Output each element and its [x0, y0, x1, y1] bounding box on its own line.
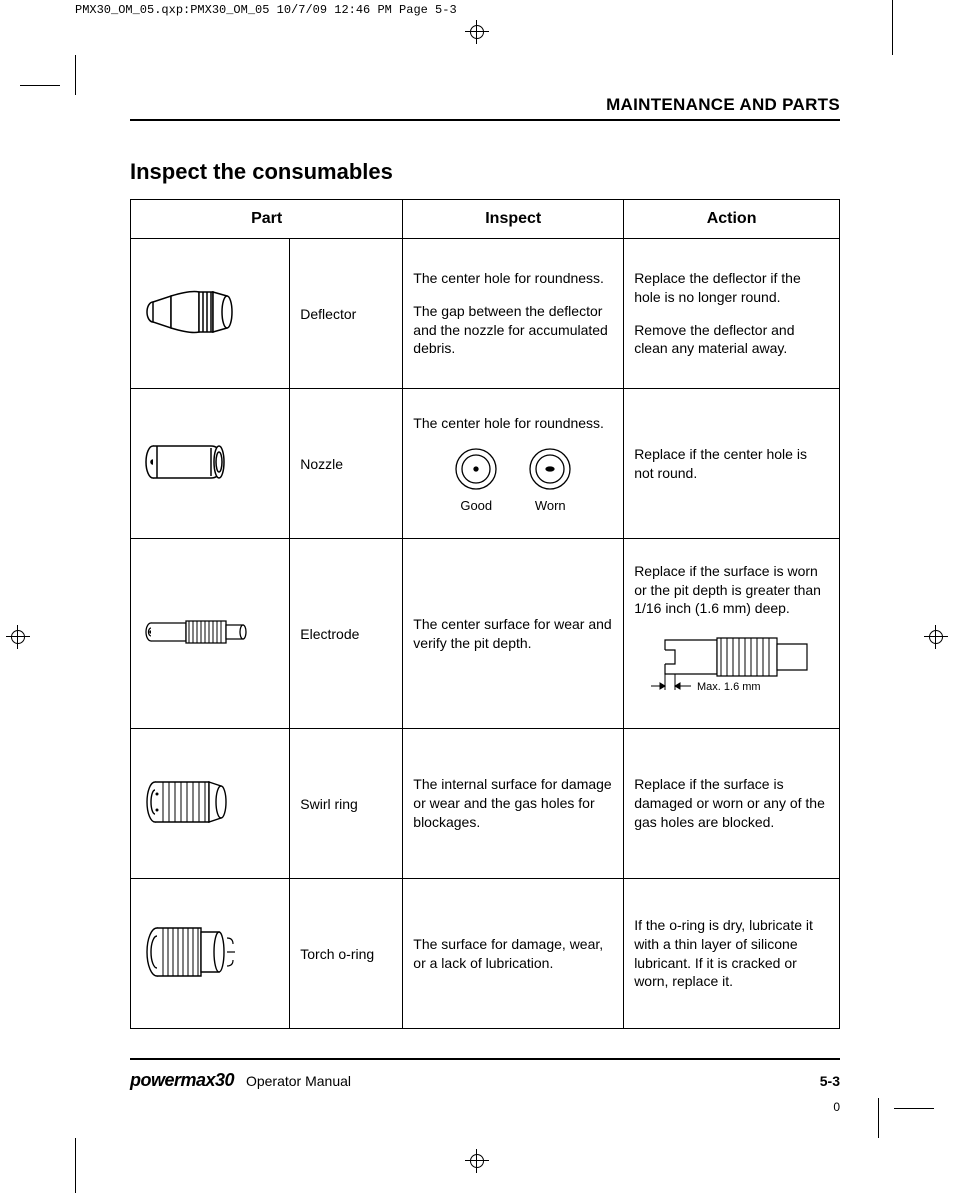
part-image-cell — [131, 389, 290, 539]
table-row: Torch o-ring The surface for damage, wea… — [131, 879, 840, 1029]
inspect-cell: The center surface for wear and verify t… — [403, 539, 624, 729]
inspect-cell: The center hole for roundness. The gap b… — [403, 239, 624, 389]
inspect-cell: The surface for damage, wear, or a lack … — [403, 879, 624, 1029]
consumables-table: Part Inspect Action — [130, 199, 840, 1029]
action-cell: If the o-ring is dry, lubricate it with … — [624, 879, 840, 1029]
table-row: Deflector The center hole for roundness.… — [131, 239, 840, 389]
part-name: Deflector — [290, 239, 403, 389]
col-header-inspect: Inspect — [403, 200, 624, 239]
doc-title: Operator Manual — [246, 1073, 351, 1089]
nozzle-icon — [141, 432, 241, 492]
action-cell: Replace if the surface is worn or the pi… — [624, 539, 840, 729]
part-image-cell — [131, 239, 290, 389]
page-content: MAINTENANCE AND PARTS Inspect the consum… — [130, 95, 840, 1029]
torch-oring-icon — [141, 920, 246, 985]
part-name: Nozzle — [290, 389, 403, 539]
nozzle-worn: Worn — [527, 446, 573, 513]
section-title: MAINTENANCE AND PARTS — [130, 95, 840, 121]
table-row: Swirl ring The internal surface for dama… — [131, 729, 840, 879]
electrode-dimension-icon: Max. 1.6 mm — [647, 632, 817, 702]
dimension-label: Max. 1.6 mm — [697, 681, 761, 693]
part-image-cell — [131, 879, 290, 1029]
action-cell: Replace if the surface is damaged or wor… — [624, 729, 840, 879]
registration-mark — [924, 625, 948, 649]
page-heading: Inspect the consumables — [130, 159, 840, 185]
nozzle-good: Good — [453, 446, 499, 513]
inspect-cell: The internal surface for damage or wear … — [403, 729, 624, 879]
col-header-action: Action — [624, 200, 840, 239]
registration-mark — [465, 1149, 489, 1173]
col-header-part: Part — [131, 200, 403, 239]
electrode-icon — [141, 607, 251, 657]
swirl-ring-icon — [141, 772, 236, 832]
table-row: Electrode The center surface for wear an… — [131, 539, 840, 729]
registration-mark — [6, 625, 30, 649]
registration-mark — [465, 20, 489, 44]
action-cell: Replace the deflector if the hole is no … — [624, 239, 840, 389]
crop-mark — [892, 0, 894, 55]
crop-mark — [874, 1078, 934, 1138]
part-name: Torch o-ring — [290, 879, 403, 1029]
revision-number: 0 — [130, 1100, 840, 1114]
part-image-cell — [131, 729, 290, 879]
page-number: 5-3 — [820, 1073, 840, 1089]
brand-name: powermax30 — [130, 1070, 234, 1090]
print-slug: PMX30_OM_05.qxp:PMX30_OM_05 10/7/09 12:4… — [75, 3, 457, 17]
page-footer: powermax30 Operator Manual 5-3 — [130, 1058, 840, 1091]
deflector-icon — [141, 282, 241, 342]
table-row: Nozzle The center hole for roundness. Go… — [131, 389, 840, 539]
crop-mark — [20, 55, 80, 115]
part-name: Swirl ring — [290, 729, 403, 879]
action-cell: Replace if the center hole is not round. — [624, 389, 840, 539]
part-name: Electrode — [290, 539, 403, 729]
inspect-cell: The center hole for roundness. Good — [403, 389, 624, 539]
part-image-cell — [131, 539, 290, 729]
crop-mark — [75, 1138, 77, 1193]
